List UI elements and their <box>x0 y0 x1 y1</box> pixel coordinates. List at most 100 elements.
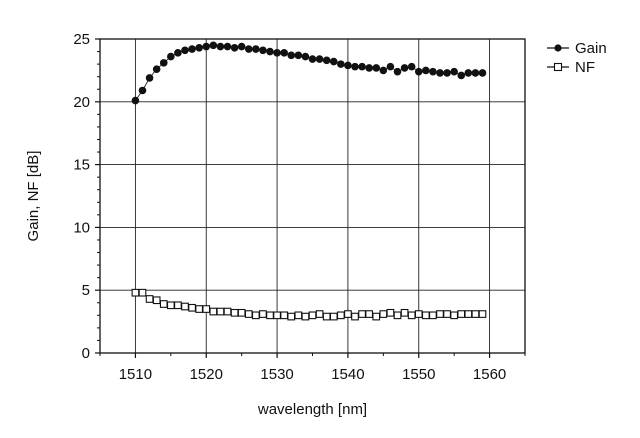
data-point-gain <box>443 69 451 77</box>
data-point-nf <box>380 311 387 318</box>
data-point-gain <box>231 44 239 52</box>
data-point-nf <box>408 312 415 319</box>
data-point-nf <box>224 308 231 315</box>
data-point-gain <box>415 68 423 76</box>
legend-marker-gain <box>554 44 561 51</box>
data-point-gain <box>479 69 487 77</box>
data-point-gain <box>323 57 331 65</box>
data-point-gain <box>245 45 253 53</box>
data-point-gain <box>287 52 295 60</box>
data-point-gain <box>457 72 465 80</box>
data-point-nf <box>175 302 182 309</box>
data-point-nf <box>401 310 408 317</box>
data-point-gain <box>210 41 218 49</box>
data-point-gain <box>139 87 147 95</box>
data-point-nf <box>423 312 430 319</box>
data-point-nf <box>323 313 330 320</box>
data-point-gain <box>266 48 274 56</box>
data-point-gain <box>132 97 140 105</box>
data-point-nf <box>160 301 167 308</box>
data-point-nf <box>415 311 422 318</box>
data-point-gain <box>160 59 168 67</box>
data-point-nf <box>260 311 267 318</box>
x-tick-label: 1520 <box>190 366 223 383</box>
data-point-nf <box>267 312 274 319</box>
y-axis-label: Gain, NF [dB] <box>25 151 42 242</box>
data-point-gain <box>387 63 395 71</box>
legend-marker-nf <box>555 64 562 71</box>
data-point-nf <box>245 311 252 318</box>
data-point-nf <box>479 311 486 318</box>
data-point-nf <box>458 311 465 318</box>
data-point-gain <box>422 67 430 75</box>
y-tick-label: 25 <box>73 31 90 48</box>
data-point-nf <box>189 304 196 311</box>
data-point-nf <box>182 303 189 310</box>
data-point-gain <box>429 68 437 76</box>
data-point-nf <box>146 296 153 303</box>
x-tick-label: 1530 <box>260 366 293 383</box>
legend: Gain NF <box>547 40 607 76</box>
data-point-nf <box>366 311 373 318</box>
data-point-gain <box>394 68 402 76</box>
data-point-nf <box>451 312 458 319</box>
data-point-nf <box>394 312 401 319</box>
data-point-nf <box>217 308 224 315</box>
x-tick-label: 1510 <box>119 366 152 383</box>
data-point-gain <box>337 60 345 68</box>
data-point-nf <box>316 311 323 318</box>
data-point-nf <box>132 289 139 296</box>
data-point-nf <box>359 311 366 318</box>
y-tick-label: 15 <box>73 157 90 174</box>
data-point-nf <box>153 297 160 304</box>
data-point-nf <box>465 311 472 318</box>
data-point-gain <box>358 63 366 71</box>
y-tick-label: 0 <box>82 345 90 362</box>
data-point-nf <box>302 313 309 320</box>
data-point-nf <box>203 306 210 313</box>
data-point-gain <box>472 69 480 77</box>
data-point-gain <box>153 65 161 73</box>
y-tick-label: 10 <box>73 219 90 236</box>
data-point-gain <box>302 53 310 61</box>
data-point-nf <box>139 289 146 296</box>
x-tick-label: 1550 <box>402 366 435 383</box>
data-point-nf <box>309 312 316 319</box>
data-point-gain <box>295 52 303 60</box>
data-point-gain <box>181 47 189 55</box>
data-point-nf <box>274 312 281 319</box>
data-point-gain <box>146 74 154 82</box>
data-point-gain <box>174 49 182 57</box>
x-tick-label: 1540 <box>331 366 364 383</box>
series-lines <box>135 45 482 316</box>
data-point-nf <box>196 306 203 313</box>
data-point-gain <box>436 69 444 77</box>
data-point-nf <box>345 311 352 318</box>
data-point-gain <box>309 55 317 63</box>
legend-label-gain: Gain <box>575 40 607 57</box>
data-point-gain <box>217 43 225 51</box>
data-point-nf <box>430 312 437 319</box>
data-point-gain <box>259 47 267 55</box>
data-point-nf <box>352 313 359 320</box>
data-point-gain <box>188 45 196 53</box>
data-point-gain <box>316 55 324 63</box>
y-tick-label: 20 <box>73 94 90 111</box>
data-point-nf <box>437 311 444 318</box>
y-tick-label: 5 <box>82 282 90 299</box>
data-point-nf <box>253 312 260 319</box>
tick-marks <box>95 39 525 358</box>
legend-label-nf: NF <box>575 59 595 76</box>
data-point-gain <box>280 49 288 57</box>
data-point-nf <box>210 308 217 315</box>
data-point-gain <box>238 43 246 51</box>
data-point-nf <box>330 313 337 320</box>
data-markers <box>132 41 487 319</box>
data-point-gain <box>408 63 416 71</box>
tick-labels: 1510152015301540155015600510152025 <box>73 31 506 383</box>
data-point-gain <box>465 69 473 77</box>
data-point-nf <box>238 310 245 317</box>
data-point-nf <box>295 312 302 319</box>
data-point-gain <box>380 67 388 75</box>
